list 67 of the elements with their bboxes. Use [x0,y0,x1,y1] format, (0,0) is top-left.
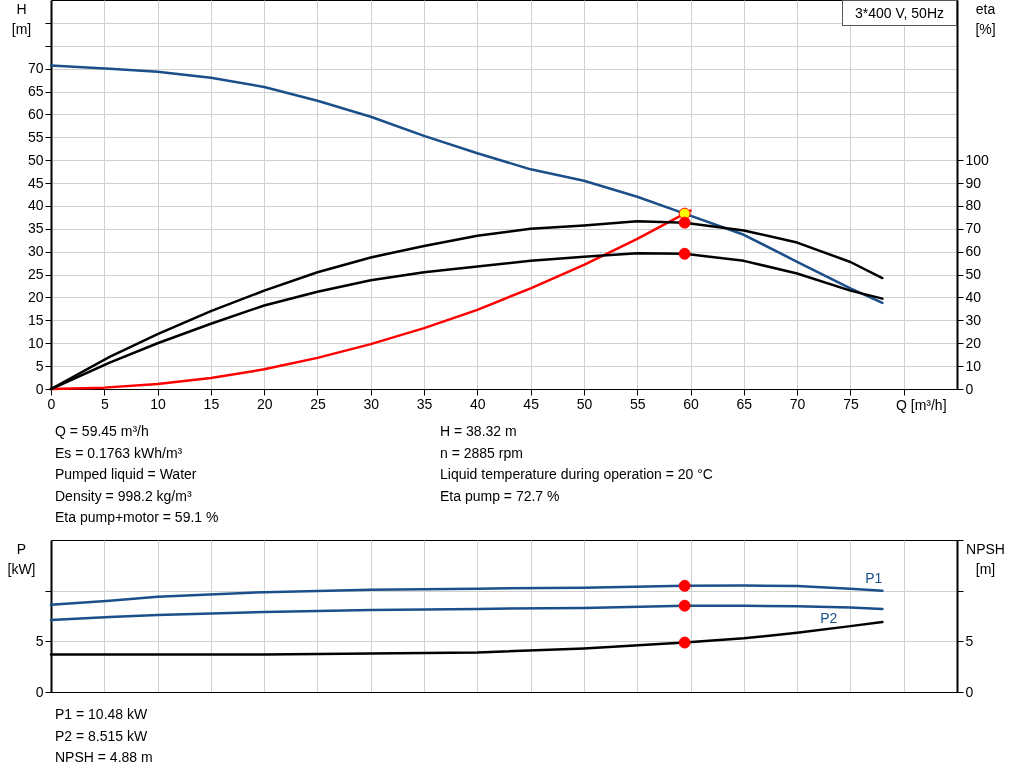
text: Liquid temperature during operation = 20 °C [440,465,713,484]
y2-tick-label: 5 [965,632,974,649]
y-tick-label: 0 [35,683,44,700]
y-tick-label: 20 [27,288,44,305]
y2-tick-label: 30 [965,311,982,328]
text: P2 = 8.515 kW [55,726,149,746]
series-label: P2 [820,609,838,626]
x-tick-label: 0 [47,395,56,412]
y-tick-label: 40 [27,197,44,214]
text: Eta pump+motor = 59.1 % [55,508,220,527]
y-tick-label: 45 [27,174,44,191]
x-tick-label: 55 [629,395,646,412]
y2-tick-label: 80 [965,197,982,214]
x-tick-label: 75 [843,395,859,412]
x-tick-label: 60 [683,395,700,412]
y2-tick-label: 90 [965,174,982,191]
x-tick-label: 10 [150,395,167,412]
y2-axis-title: eta [%] [975,0,996,37]
y2-tick-label: 100 [965,151,990,168]
x-tick-label: 5 [100,395,109,412]
y-tick-label: 30 [27,243,44,260]
x-tick-label: 15 [203,395,220,412]
x-tick-label: 25 [310,395,326,412]
series-label: P1 [865,569,883,586]
y-tick-label: 60 [27,105,44,122]
text: P1 = 10.48 kW [55,705,149,724]
chart-title: 3*400 V, 50Hz [842,0,957,26]
y-tick-label: 15 [27,311,44,328]
y-tick-label: 70 [27,60,44,77]
x-tick-label: 50 [576,395,593,412]
y2-axis-title: NPSH [m] [966,540,1005,577]
x-tick-label: 35 [416,395,433,412]
y-tick-label: 55 [27,128,44,145]
y-axis-title: H [m] [11,0,32,37]
x-axis-title: Q [m³/h] [895,396,947,413]
y-tick-label: 10 [27,334,44,351]
x-tick-label: 30 [363,395,380,412]
line-series [49,64,884,305]
y-tick-label: 35 [27,220,44,237]
y2-tick-label: 0 [965,683,974,700]
text: Eta pump = 72.7 % [440,486,561,506]
y2-tick-label: 60 [965,243,982,260]
text: n = 2885 rpm [440,443,524,463]
y2-tick-label: 10 [965,357,982,374]
y-axis-title: P [kW] [7,540,36,577]
y2-tick-label: 70 [965,220,982,237]
y2-tick-label: 50 [965,266,982,283]
text: Density = 998.2 kg/m³ [55,486,193,506]
x-tick-label: 40 [470,395,486,412]
x-tick-label: 70 [789,395,806,412]
y-tick-label: 65 [27,83,44,100]
text: Pumped liquid = Water [55,465,198,484]
x-tick-label: 45 [523,395,540,412]
x-tick-label: 20 [256,395,273,412]
text: Es = 0.1763 kWh/m³ [55,443,184,463]
y-tick-label: 0 [35,380,44,397]
text: H = 38.32 m [440,422,518,441]
y-tick-label: 5 [35,357,44,374]
y-tick-label: 50 [27,151,44,168]
y-tick-label: 5 [35,632,44,649]
text: Q = 59.45 m³/h [55,422,150,441]
y2-tick-label: 40 [965,288,982,305]
text: NPSH = 4.88 m [55,748,153,767]
y2-tick-label: 20 [965,334,982,351]
y2-tick-label: 0 [965,380,974,397]
y-tick-label: 25 [27,266,44,283]
x-tick-label: 65 [736,395,753,412]
